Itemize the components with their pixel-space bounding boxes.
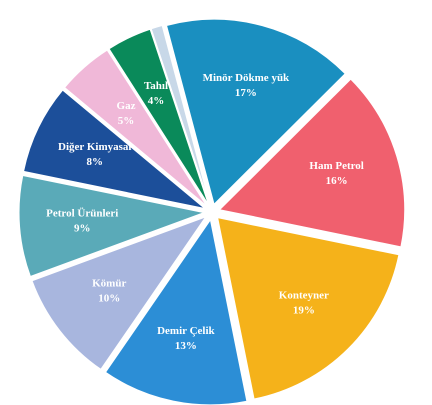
slice-value-label: 8% — [87, 156, 104, 168]
slice-label: Demir Çelik — [157, 325, 215, 337]
slice-label: Tahıl — [144, 80, 168, 92]
slice-value-label: 10% — [98, 292, 120, 304]
pie-slice — [165, 18, 346, 206]
slice-value-label: 9% — [74, 222, 91, 234]
slice-label: Ham Petrol — [309, 160, 363, 172]
pie-slice — [108, 28, 210, 206]
slice-value-label: 17% — [235, 87, 257, 99]
slice-label: Petrol Ürünleri — [46, 206, 118, 219]
pie-slice — [18, 174, 206, 278]
slice-label: Konteyner — [279, 290, 329, 302]
pie-slice — [22, 89, 206, 210]
slice-value-label: 4% — [148, 95, 165, 107]
pie-slice — [217, 217, 400, 400]
slice-value-label: 13% — [175, 340, 197, 352]
pie-slice — [31, 215, 207, 371]
slice-value-label: 16% — [326, 175, 348, 187]
slice-label: Gaz — [117, 100, 136, 112]
pie-slice — [150, 24, 211, 205]
pie-slice — [218, 78, 406, 248]
slice-label: Diğer Kimyasal — [58, 141, 131, 153]
pie-slice — [63, 49, 208, 207]
slice-value-label: 5% — [118, 115, 135, 127]
slice-label: Kömür — [92, 277, 126, 289]
slice-label: Minör Dökme yük — [203, 72, 290, 84]
slice-value-label: 19% — [293, 305, 315, 317]
pie-slice — [104, 218, 248, 405]
